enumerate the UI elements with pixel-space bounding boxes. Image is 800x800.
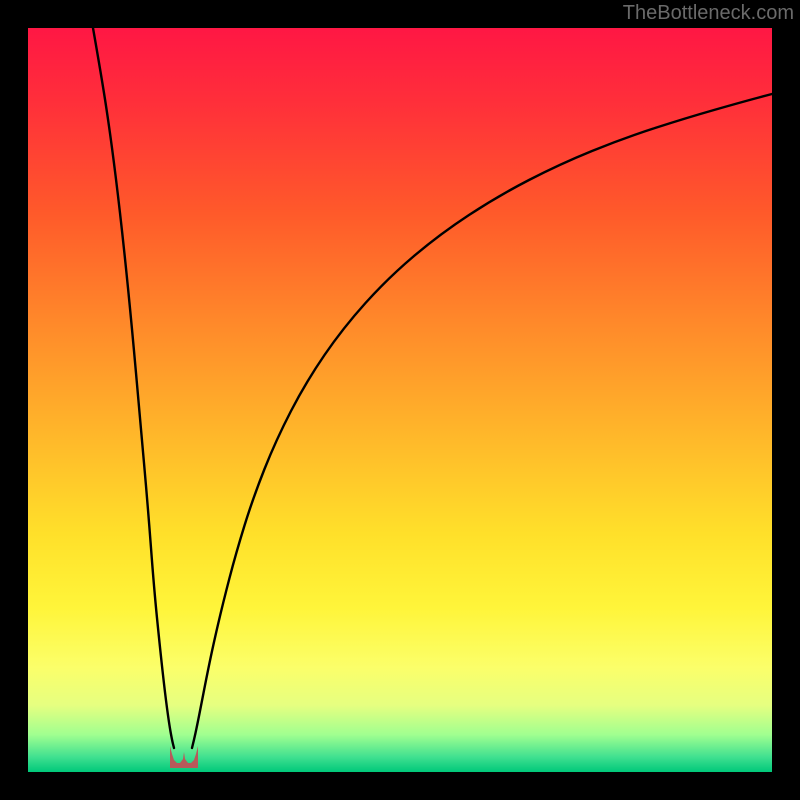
curve-right-arm [192, 94, 772, 748]
bottleneck-curve-chart [28, 28, 772, 772]
trough-marker [170, 746, 198, 768]
watermark-label: TheBottleneck.com [623, 0, 800, 25]
curve-left-arm [93, 28, 174, 748]
plot-area [28, 28, 772, 772]
outer-frame: TheBottleneck.com [0, 0, 800, 800]
